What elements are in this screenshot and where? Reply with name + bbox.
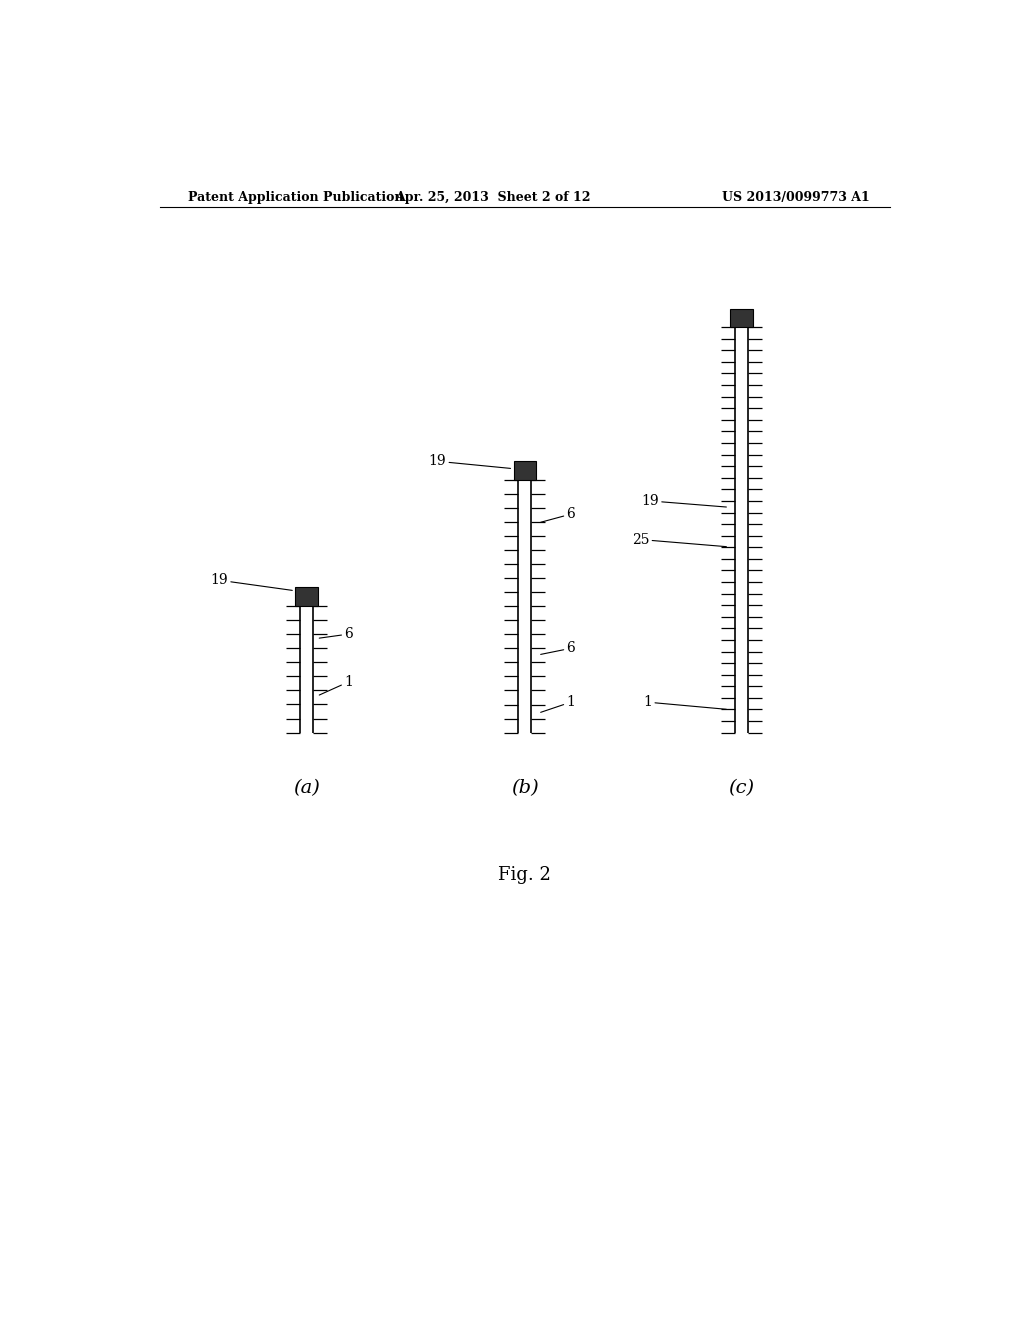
Text: 1: 1	[643, 696, 726, 709]
Text: Fig. 2: Fig. 2	[499, 866, 551, 884]
Text: 19: 19	[641, 494, 726, 508]
Bar	[514, 461, 536, 479]
Text: 6: 6	[541, 507, 575, 523]
Bar	[296, 587, 317, 606]
Bar	[730, 309, 753, 327]
Text: (b): (b)	[511, 780, 539, 797]
Text: 6: 6	[319, 627, 353, 642]
Text: 25: 25	[632, 532, 726, 546]
Text: (c): (c)	[728, 780, 755, 797]
Text: (a): (a)	[293, 780, 319, 797]
Text: 1: 1	[541, 696, 575, 713]
Text: 1: 1	[319, 675, 353, 696]
Text: Patent Application Publication: Patent Application Publication	[187, 190, 403, 203]
Text: 19: 19	[429, 454, 511, 469]
Text: Apr. 25, 2013  Sheet 2 of 12: Apr. 25, 2013 Sheet 2 of 12	[395, 190, 591, 203]
Text: 19: 19	[211, 573, 292, 590]
Text: 6: 6	[541, 642, 575, 655]
Text: US 2013/0099773 A1: US 2013/0099773 A1	[722, 190, 870, 203]
